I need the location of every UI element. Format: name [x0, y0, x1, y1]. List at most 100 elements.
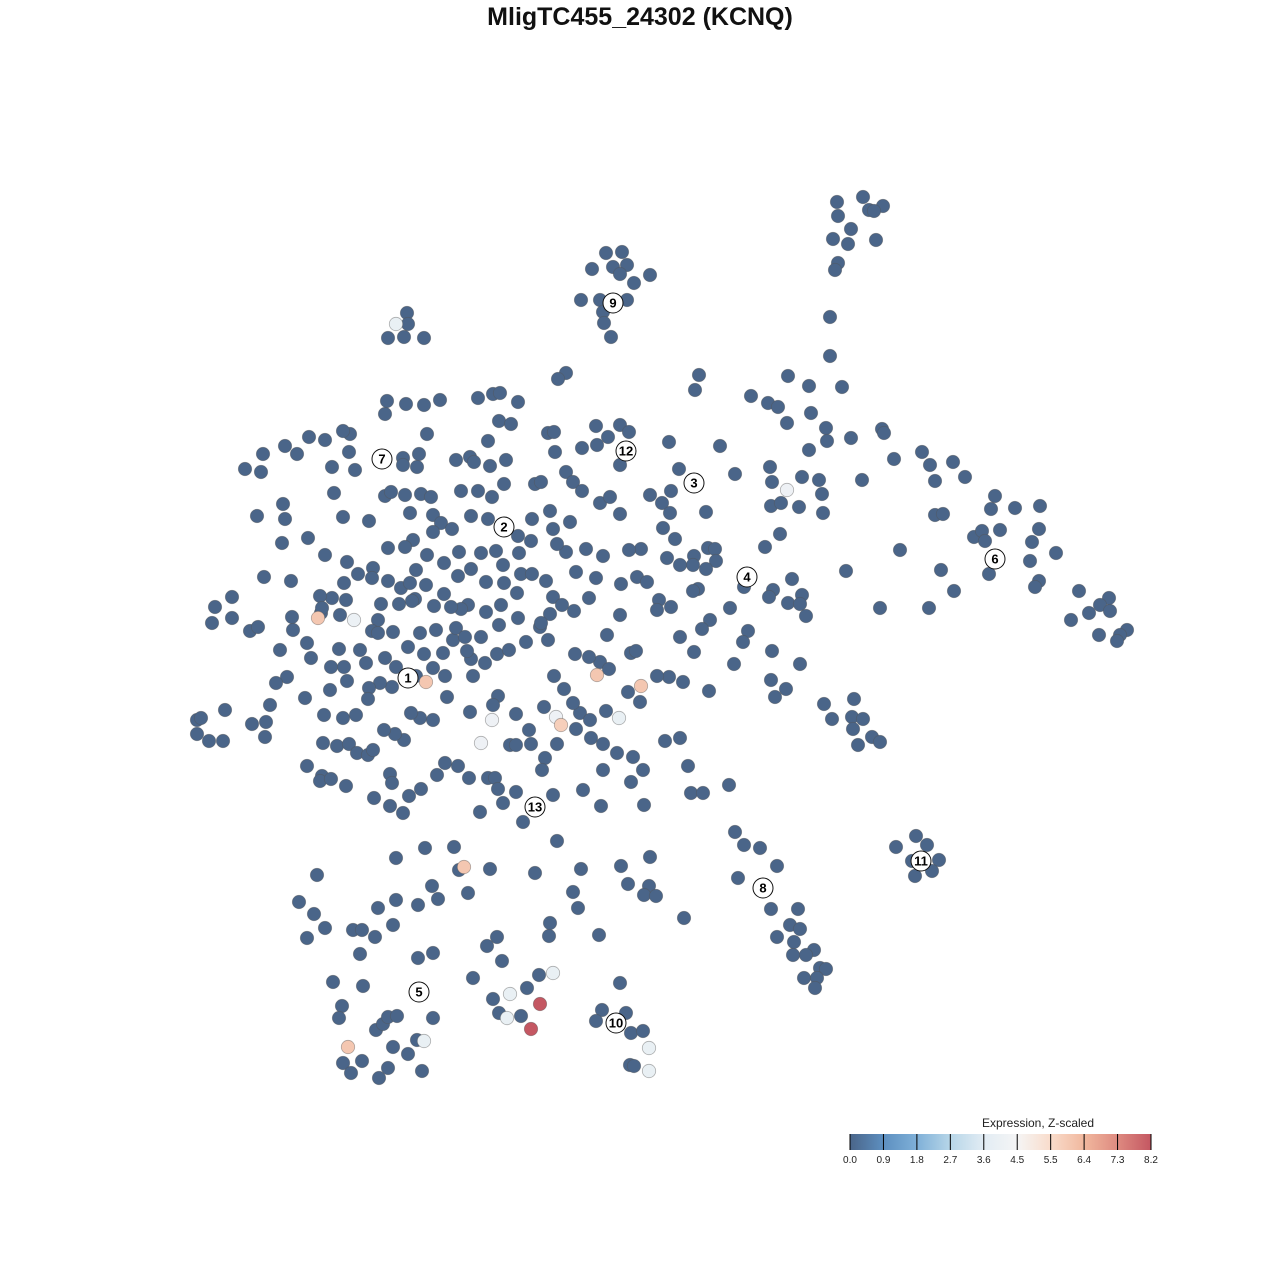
data-point [489, 646, 505, 662]
data-point [1063, 612, 1079, 628]
data-point [495, 795, 511, 811]
data-point [385, 1039, 401, 1055]
data-point [352, 946, 368, 962]
data-point [612, 266, 628, 282]
data-point [503, 416, 519, 432]
data-point [502, 986, 518, 1002]
cluster-label-7: 7 [371, 448, 393, 470]
data-point [335, 710, 351, 726]
data-point [459, 643, 475, 659]
data-point [425, 1010, 441, 1026]
data-point [922, 457, 938, 473]
legend-ticks: 0.0 0.9 1.8 2.7 3.6 4.5 5.5 6.4 7.3 8.2 [843, 1134, 1158, 1166]
data-point [595, 548, 611, 564]
data-point [301, 429, 317, 445]
data-point [641, 1063, 657, 1079]
data-point [272, 642, 288, 658]
data-point [892, 542, 908, 558]
data-point [683, 785, 699, 801]
data-point [460, 885, 476, 901]
data-point [380, 573, 396, 589]
data-point [473, 735, 489, 751]
data-point [626, 1058, 642, 1074]
data-point [416, 330, 432, 346]
cluster-label-2: 2 [493, 516, 515, 538]
data-point [773, 495, 789, 511]
data-point [511, 545, 527, 561]
data-point [672, 557, 688, 573]
data-point [554, 597, 570, 613]
data-point [769, 929, 785, 945]
data-point [284, 609, 300, 625]
data-point [395, 805, 411, 821]
data-point [855, 711, 871, 727]
data-point [324, 459, 340, 475]
data-point [453, 483, 469, 499]
data-point [527, 865, 543, 881]
data-point [620, 876, 636, 892]
data-point [339, 673, 355, 689]
data-point [397, 487, 413, 503]
data-point [687, 382, 703, 398]
data-point [626, 275, 642, 291]
data-point [588, 1013, 604, 1029]
cluster-label-circle [752, 877, 774, 899]
data-point [945, 454, 961, 470]
cluster-label-text: 8 [759, 881, 766, 896]
data-point [726, 656, 742, 672]
data-point [659, 550, 675, 566]
data-point [414, 1063, 430, 1079]
data-point [633, 541, 649, 557]
data-point [1024, 534, 1040, 550]
data-point [473, 629, 489, 645]
data-point [549, 536, 565, 552]
data-point [388, 659, 404, 675]
data-point [470, 390, 486, 406]
data-point [326, 485, 342, 501]
data-point [510, 610, 526, 626]
data-point [636, 797, 652, 813]
data-point [1027, 579, 1043, 595]
data-point [850, 737, 866, 753]
cluster-label-10: 10 [605, 1012, 627, 1034]
data-point [707, 541, 723, 557]
data-point [350, 566, 366, 582]
data-point [621, 424, 637, 440]
data-point [780, 368, 796, 384]
data-point [854, 472, 870, 488]
data-point [542, 915, 558, 931]
data-point [373, 596, 389, 612]
data-point [921, 600, 937, 616]
data-point [364, 570, 380, 586]
data-point [698, 504, 714, 520]
data-point [382, 798, 398, 814]
data-point [419, 547, 435, 563]
data-point [779, 482, 795, 498]
data-point [769, 858, 785, 874]
data-point [499, 1010, 515, 1026]
data-point [317, 547, 333, 563]
data-point [379, 393, 395, 409]
data-point [685, 557, 701, 573]
data-point [482, 458, 498, 474]
data-point [297, 690, 313, 706]
data-point [450, 758, 466, 774]
data-point [676, 910, 692, 926]
legend-tick-label: 1.8 [910, 1155, 924, 1166]
data-point [334, 998, 350, 1014]
data-point [602, 489, 618, 505]
data-point [250, 619, 266, 635]
data-point [432, 392, 448, 408]
data-point [533, 615, 549, 631]
cluster-label-circle [602, 292, 624, 314]
data-point [628, 643, 644, 659]
data-point [536, 699, 552, 715]
data-point [400, 1046, 416, 1062]
data-point [317, 920, 333, 936]
data-point [289, 446, 305, 462]
data-point [663, 599, 679, 615]
data-point [1022, 553, 1038, 569]
data-point [542, 606, 558, 622]
data-point [1081, 605, 1097, 621]
data-point [410, 950, 426, 966]
